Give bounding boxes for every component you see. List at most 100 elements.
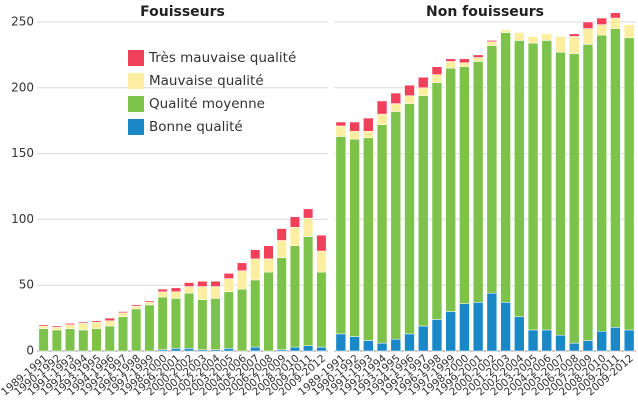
- y-tick-label: 100: [11, 212, 34, 226]
- bar-segment: [596, 331, 607, 352]
- bar-segment: [38, 325, 49, 329]
- legend-label: Très mauvaise qualité: [148, 50, 296, 66]
- bar-segment: [445, 61, 456, 69]
- bar-segment: [210, 298, 221, 350]
- bar-segment: [335, 333, 347, 352]
- legend-swatch: [128, 73, 144, 89]
- bar-segment: [486, 40, 498, 42]
- bar-segment: [250, 279, 261, 348]
- bar-segment: [335, 121, 347, 127]
- bar-segment: [104, 325, 115, 352]
- y-tick-label: 200: [11, 80, 34, 94]
- bar-segment: [569, 342, 580, 352]
- bar-segment: [459, 58, 470, 64]
- legend-swatch: [128, 96, 144, 112]
- bar-segment: [263, 245, 274, 260]
- bar-segment: [78, 323, 89, 331]
- bar-segment: [459, 303, 470, 352]
- bar-segment: [527, 42, 539, 331]
- legend-swatch: [128, 50, 144, 66]
- bar-segment: [500, 29, 511, 33]
- bar-segment: [38, 328, 49, 352]
- bar-segment: [376, 124, 388, 344]
- bar-segment: [184, 282, 195, 287]
- bar-segment: [349, 138, 360, 337]
- bar-segment: [144, 304, 155, 352]
- bar-segment: [197, 299, 208, 350]
- bar-segment: [91, 328, 102, 352]
- bar-segment: [349, 121, 360, 132]
- bar-segment: [223, 273, 234, 279]
- bar-segment: [276, 240, 287, 258]
- bar-segment: [390, 92, 401, 104]
- bar-segment: [404, 103, 415, 335]
- bar-segment: [335, 136, 347, 335]
- bar-segment: [289, 245, 300, 348]
- bar-segment: [303, 217, 314, 237]
- bar-segment: [623, 37, 635, 331]
- bar-segment: [65, 324, 76, 329]
- bar-segment: [500, 32, 511, 303]
- bar-segment: [582, 21, 594, 29]
- bar-segment: [250, 249, 261, 260]
- bar-segment: [237, 262, 248, 271]
- bar-segment: [223, 348, 234, 352]
- bar-segment: [404, 95, 415, 104]
- bar-segment: [289, 216, 300, 228]
- bar-segment: [445, 58, 456, 62]
- bar-segment: [390, 111, 401, 340]
- bar-segment: [623, 329, 635, 352]
- bar-segment: [91, 320, 102, 323]
- bar-segment: [289, 227, 300, 246]
- bar-segment: [431, 66, 443, 75]
- bar-segment: [131, 306, 142, 310]
- y-tick-label: 150: [11, 146, 34, 160]
- bar-segment: [210, 281, 221, 287]
- bar-segment: [418, 77, 429, 89]
- bar-segment: [569, 33, 580, 37]
- bar-segment: [376, 342, 388, 352]
- bar-segment: [500, 302, 511, 352]
- bar-segment: [596, 24, 607, 36]
- bar-segment: [390, 338, 401, 352]
- bar-segment: [418, 325, 429, 352]
- bar-segment: [610, 17, 621, 29]
- bar-segment: [569, 36, 580, 54]
- bar-segment: [555, 52, 566, 336]
- bar-segment: [486, 45, 498, 294]
- bar-segment: [131, 308, 142, 352]
- y-tick-label: 250: [11, 15, 34, 29]
- bar-segment: [390, 103, 401, 112]
- bar-segment: [514, 32, 525, 41]
- bar-segment: [363, 130, 374, 139]
- bar-segment: [303, 236, 314, 346]
- bar-segment: [349, 130, 360, 140]
- bar-segment: [472, 61, 484, 303]
- bar-segment: [404, 84, 415, 96]
- bar-segment: [596, 34, 607, 332]
- bar-segment: [170, 348, 181, 352]
- bar-segment: [431, 319, 443, 352]
- bar-segment: [237, 288, 248, 352]
- bar-segment: [184, 348, 195, 352]
- legend-label: Qualité moyenne: [149, 96, 265, 112]
- bar-segment: [569, 53, 580, 344]
- bar-segment: [117, 311, 128, 314]
- bar-segment: [349, 336, 360, 352]
- bar-segment: [610, 12, 621, 19]
- y-tick-label: 50: [19, 278, 34, 292]
- bar-segment: [541, 329, 552, 352]
- bar-segment: [610, 28, 621, 328]
- bar-segment: [223, 278, 234, 293]
- bar-segment: [263, 258, 274, 273]
- bar-segment: [459, 62, 470, 67]
- bar-segment: [78, 329, 89, 352]
- bar-segment: [582, 28, 594, 45]
- bar-segment: [418, 87, 429, 96]
- bar-segment: [210, 286, 221, 299]
- bar-segment: [363, 340, 374, 352]
- bar-segment: [197, 281, 208, 287]
- legend-swatch: [128, 119, 144, 135]
- bar-segment: [51, 329, 62, 352]
